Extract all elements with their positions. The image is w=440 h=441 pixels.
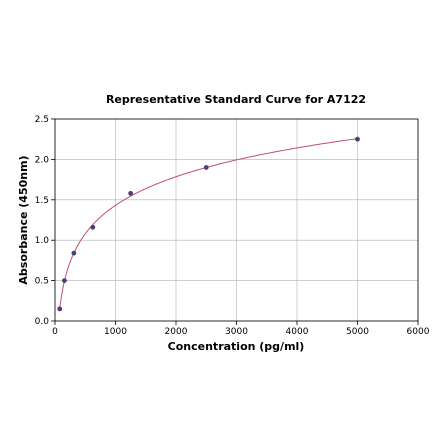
x-tick-label: 5000 — [346, 327, 369, 337]
x-tick-label: 3000 — [225, 327, 248, 337]
y-tick-label: 1.5 — [35, 196, 49, 206]
y-axis-ticks: 0.0 0.5 1.0 1.5 2.0 2.5 — [35, 115, 55, 327]
data-point — [57, 306, 63, 312]
grid-lines — [54, 118, 419, 322]
data-point — [355, 136, 360, 142]
data-point — [203, 165, 209, 170]
y-tick-label: 1.0 — [35, 236, 50, 246]
data-point — [128, 190, 134, 196]
x-tick-label: 2000 — [165, 327, 188, 337]
data-points — [57, 136, 360, 312]
y-tick-label: 2.5 — [35, 115, 49, 125]
chart-title: Representative Standard Curve for A7122 — [106, 93, 366, 106]
y-tick-label: 0.0 — [35, 317, 50, 327]
y-tick-label: 2.0 — [35, 155, 50, 165]
x-tick-label: 1000 — [104, 327, 127, 337]
y-axis-label: Absorbance (450nm) — [17, 155, 30, 284]
x-tick-label: 6000 — [407, 327, 430, 337]
y-tick-label: 0.5 — [35, 277, 49, 287]
x-axis-ticks: 0 1000 2000 3000 4000 5000 6000 — [52, 321, 430, 337]
fit-curve-line — [59, 138, 358, 310]
data-point — [62, 278, 67, 283]
x-tick-label: 0 — [52, 327, 58, 337]
data-point — [90, 224, 96, 230]
x-axis-label: Concentration (pg/ml) — [168, 340, 305, 353]
data-point — [71, 250, 77, 256]
x-tick-label: 4000 — [286, 327, 309, 337]
